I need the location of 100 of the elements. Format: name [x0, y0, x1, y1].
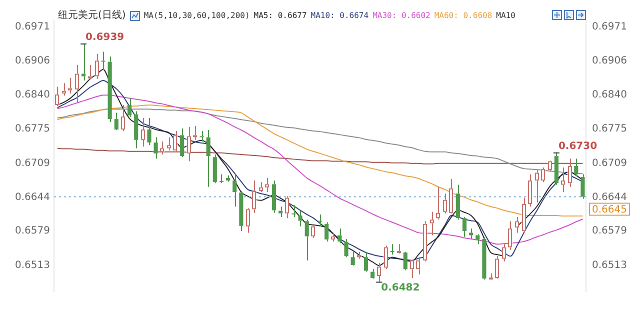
candlestick — [423, 220, 428, 262]
candlestick — [469, 228, 474, 240]
annotation: 0.6730 — [558, 141, 598, 152]
candlestick — [278, 206, 283, 218]
text: MA30: 0.6602 — [372, 10, 430, 22]
candlestick — [390, 244, 394, 256]
candlestick — [265, 177, 270, 193]
candlestick — [338, 228, 342, 244]
candlestick — [528, 174, 532, 208]
candlestick — [226, 174, 230, 182]
y2-tick-label: 0.6840 — [592, 90, 627, 101]
candlestick — [62, 82, 66, 96]
candlestick — [350, 249, 355, 266]
candlestick — [285, 196, 290, 219]
candlestick — [456, 184, 460, 220]
y-tick-label: 0.6709 — [15, 158, 50, 169]
candlestick — [324, 222, 329, 242]
y2-tick-label: 0.6709 — [592, 158, 627, 169]
candlestick — [154, 136, 158, 160]
y-tick-label: 0.6906 — [15, 55, 50, 66]
candlestick — [239, 190, 244, 232]
annotation: 0.6482 — [381, 282, 420, 294]
y-tick-label: 0.6971 — [15, 21, 50, 32]
candlestick — [449, 178, 454, 213]
candlestick — [298, 210, 302, 227]
candlestick — [127, 98, 132, 118]
candlestick — [186, 126, 191, 162]
text: MA10: 0.6674 — [310, 10, 369, 22]
candlestick — [292, 204, 296, 218]
candlestick — [436, 186, 440, 220]
candlestick — [200, 130, 204, 142]
candlestick — [534, 170, 539, 203]
candlestick — [94, 53, 99, 80]
candlestick — [252, 180, 256, 214]
candlestick — [495, 256, 500, 278]
y-tick-label: 0.6644 — [15, 192, 50, 203]
candlestick — [574, 158, 578, 177]
candlestick — [108, 56, 112, 123]
candlestick — [442, 193, 447, 214]
candlestick — [101, 51, 106, 71]
y2-tick-label: 0.6513 — [592, 260, 627, 272]
candlestick — [476, 234, 480, 245]
y2-tick-label: 0.6644 — [592, 192, 627, 203]
candlestick — [82, 42, 86, 81]
candlestick — [166, 136, 171, 151]
candlestick — [160, 140, 164, 155]
candlestick — [410, 260, 414, 279]
candlestick — [232, 174, 237, 208]
candlestick — [55, 86, 60, 107]
candlestick — [377, 262, 382, 282]
y-tick-label: 0.6840 — [15, 90, 50, 101]
annotation: 0.6939 — [86, 32, 124, 44]
y-tick-label: 0.6775 — [15, 124, 50, 135]
candlestick — [502, 244, 506, 262]
candlestick — [357, 251, 362, 260]
candlestick — [462, 216, 467, 238]
y-tick-label: 0.6513 — [15, 260, 50, 272]
y2-tick-label: 0.6579 — [592, 226, 627, 237]
candlestick — [364, 252, 368, 272]
text: MA60: 0.6608 — [434, 10, 492, 22]
candlestick — [416, 256, 421, 275]
candlestick — [331, 232, 336, 242]
candlestick — [246, 208, 250, 234]
candlestick — [311, 223, 316, 238]
candlestick — [548, 161, 552, 172]
candlestick — [134, 110, 138, 149]
candlestick — [430, 211, 434, 236]
ref-line-label: 0.6645 — [592, 204, 627, 216]
candlestick — [508, 220, 513, 250]
candlestick — [68, 77, 72, 94]
candlestick — [580, 174, 585, 200]
candlestick — [147, 118, 152, 146]
candlestick — [515, 216, 520, 234]
candlestick — [403, 252, 408, 271]
candlestick — [140, 118, 145, 148]
candlestick — [560, 167, 566, 193]
chart-title: 纽元美元(日线) — [58, 10, 126, 22]
candlestick — [482, 236, 486, 280]
candlestick — [272, 180, 276, 214]
annotation: MA10 — [496, 10, 516, 22]
candlestick — [193, 125, 198, 140]
candlestick — [568, 158, 572, 188]
candlestick — [370, 268, 375, 278]
candlestick — [114, 112, 118, 130]
y-tick-label: 0.6579 — [15, 226, 50, 237]
candlestick — [522, 197, 526, 234]
candlestick — [74, 64, 80, 103]
candlestick — [258, 182, 263, 193]
candlestick — [304, 219, 309, 261]
candlestick — [173, 130, 178, 152]
y2-tick-label: 0.6775 — [592, 124, 627, 135]
candlestick — [318, 214, 322, 227]
candlestick — [120, 104, 125, 132]
candlestick — [212, 154, 217, 184]
candlestick — [541, 167, 546, 183]
candlestick — [219, 174, 224, 184]
candlestick — [384, 245, 388, 270]
candlestick — [206, 129, 210, 188]
candlestick — [344, 238, 348, 258]
candlestick — [180, 128, 184, 158]
